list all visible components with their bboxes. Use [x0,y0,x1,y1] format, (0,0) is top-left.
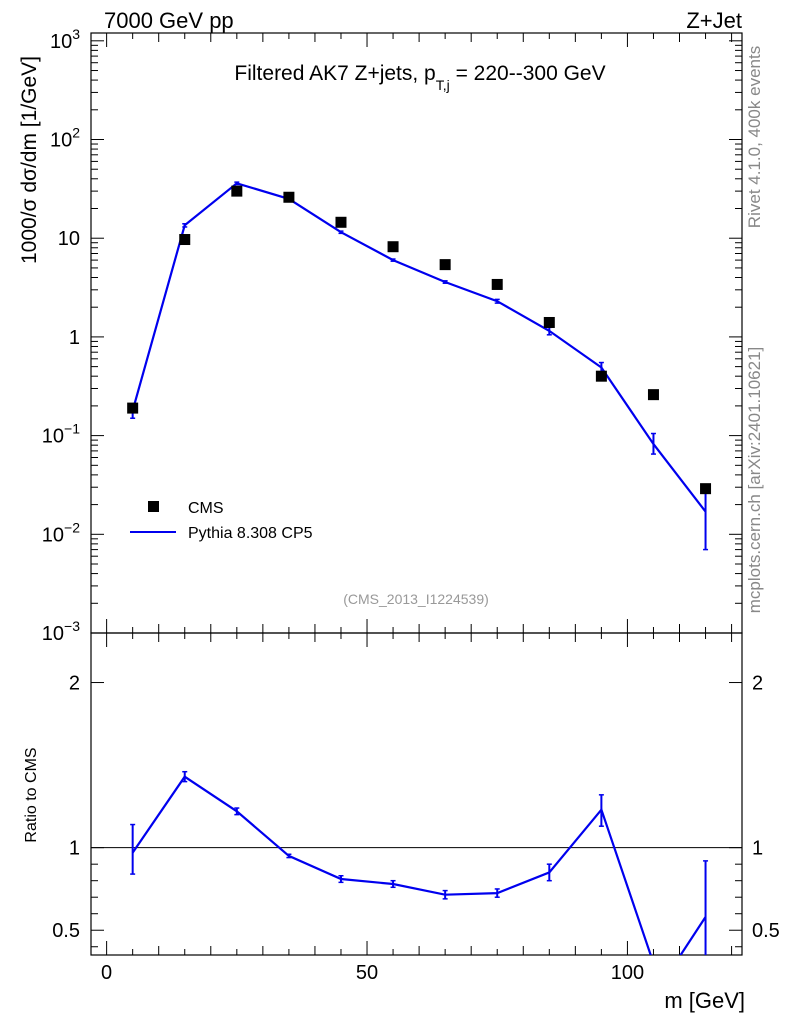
legend-cms-label: CMS [188,500,224,517]
tick-exponent: −1 [64,421,80,437]
legend-cms-marker [148,501,159,512]
cms-data-point [387,241,399,253]
tick-base: 10 [42,623,64,645]
main-y-tick-label: 102 [50,125,80,152]
main-plot-title: Filtered AK7 Z+jets, pT,j = 220--300 GeV [234,62,605,93]
main-title-subscript: T,j [436,77,450,93]
cms-data-point [700,483,712,495]
main-plot-frame [90,32,743,634]
tick-exponent: 2 [72,125,80,141]
tick-base: 10 [42,426,64,448]
main-y-tick-label: 1 [69,327,80,349]
legend: CMS Pythia 8.308 CP5 [130,500,313,542]
ratio-y-tick-label-right: 0.5 [752,920,780,942]
main-y-tick-label: 10 [58,228,80,250]
ratio-plot-frame [90,632,743,956]
analysis-watermark: (CMS_2013_I1224539) [343,591,489,607]
ratio-y-tick-label-left: 0.5 [52,920,80,942]
ratio-y-tick-label-right: 2 [752,673,763,695]
ratio-y-tick-label-right: 1 [752,838,763,860]
ratio-clipped-group [130,770,709,955]
cms-data-point [543,316,555,328]
main-data-marks [127,181,712,551]
tick-exponent: −3 [64,618,80,634]
main-y-tick-label: 10−3 [42,618,80,645]
cms-data-point [179,234,191,246]
cms-data-point [231,185,243,197]
main-y-tick-label: 103 [50,26,80,53]
cms-data-point [439,259,451,271]
tick-exponent: 3 [72,26,80,42]
tick-base: 10 [50,130,72,152]
x-axis-label: m [GeV] [664,988,745,1013]
cms-data-point [595,370,607,382]
header-left-label: 7000 GeV pp [104,8,234,33]
mcplots-label: mcplots.cern.ch [arXiv:2401.10621] [745,347,764,613]
x-tick-label: 0 [101,962,112,984]
x-tick-label: 50 [356,962,378,984]
ratio-curve [131,775,707,955]
legend-pythia-label: Pythia 8.308 CP5 [188,525,313,542]
cms-data-point [491,278,503,290]
cms-data-point [647,389,659,401]
ratio-y-tick-label-left: 1 [69,838,80,860]
main-title-rest: = 220--300 GeV [450,62,606,85]
tick-exponent: −2 [64,519,80,535]
tick-base: 10 [42,524,64,546]
main-y-tick-label: 10−1 [42,421,80,448]
ratio-axes-ticks: 0.5 0.5 1 1 2 2 0 50 100 [52,633,780,984]
x-tick-label: 100 [611,962,644,984]
cms-data-point [127,402,139,414]
ratio-data-marks [130,770,709,955]
cms-data-point [335,216,347,228]
tick-base: 10 [50,31,72,53]
cms-data-point [283,191,295,203]
header-right-label: Z+Jet [686,8,742,33]
rivet-version-label: Rivet 4.1.0, 400k events [745,46,764,228]
pythia-curve [131,182,707,513]
ratio-y-axis-label: Ratio to CMS [23,747,40,842]
main-title-text: Filtered AK7 Z+jets, p [234,62,435,85]
ratio-y-tick-label-left: 2 [69,673,80,695]
main-y-axis-label: 1000/σ dσ/dm [1/GeV] [18,56,41,264]
main-y-tick-label: 10−2 [42,519,80,546]
